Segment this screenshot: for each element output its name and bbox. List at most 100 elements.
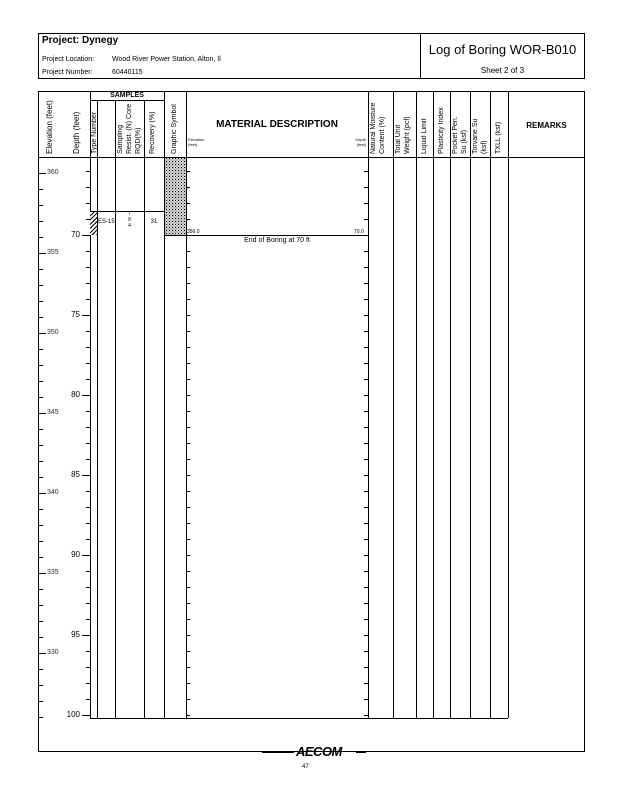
plasticity-index-header: Plasticity Index bbox=[438, 107, 445, 154]
material-tick bbox=[186, 315, 190, 316]
page-number: 47 bbox=[302, 764, 309, 770]
layer-boundary bbox=[164, 235, 368, 236]
elevation-tick bbox=[38, 477, 43, 478]
material-tick bbox=[186, 491, 190, 492]
elevation-tick bbox=[38, 445, 43, 446]
elevation-tick bbox=[38, 253, 46, 254]
log-title: Log of Boring WOR-B010 bbox=[428, 42, 577, 57]
material-tick bbox=[186, 571, 190, 572]
material-tick bbox=[364, 347, 368, 348]
material-tick bbox=[186, 251, 190, 252]
depth-tick bbox=[86, 619, 90, 620]
elevation-tick bbox=[38, 461, 43, 462]
elevation-label: 350 bbox=[47, 329, 59, 336]
samples-header: SAMPLES bbox=[110, 92, 144, 99]
elevation-tick bbox=[38, 589, 43, 590]
depth-tick bbox=[82, 635, 90, 636]
depth-tick bbox=[86, 523, 90, 524]
elevation-tick bbox=[38, 493, 46, 494]
elevation-label: 330 bbox=[47, 649, 59, 656]
material-tick bbox=[186, 667, 190, 668]
depth-tick bbox=[82, 555, 90, 556]
material-tick bbox=[364, 619, 368, 620]
depth-tick bbox=[86, 683, 90, 684]
project-name: Project: Dynegy bbox=[42, 35, 119, 46]
material-tick bbox=[186, 187, 190, 188]
elevation-tick bbox=[38, 397, 43, 398]
elevation-tick bbox=[38, 413, 46, 414]
moisture-header: Natural Moisture Content (%) bbox=[370, 102, 386, 154]
material-tick bbox=[364, 699, 368, 700]
material-tick bbox=[186, 283, 190, 284]
layer-elevation: 356.0 bbox=[187, 229, 200, 235]
layer-depth: 70.0 bbox=[354, 229, 364, 235]
blows-header: Sampling Resist. (N) Core RQD(%) bbox=[117, 103, 142, 154]
material-tick bbox=[186, 683, 190, 684]
location-label: Project Location: bbox=[42, 56, 95, 63]
sheet-number: Sheet 2 of 3 bbox=[480, 66, 525, 75]
material-tick bbox=[364, 331, 368, 332]
material-tick bbox=[186, 587, 190, 588]
depth-tick bbox=[86, 347, 90, 348]
material-tick bbox=[364, 475, 368, 476]
depth-tick bbox=[86, 443, 90, 444]
log-table bbox=[38, 91, 585, 752]
material-depth-label: Depth (feet) bbox=[355, 137, 366, 147]
elevation-tick bbox=[38, 333, 46, 334]
depth-label: 95 bbox=[71, 630, 80, 639]
elevation-tick bbox=[38, 669, 43, 670]
sample-number: ES-15 bbox=[98, 219, 115, 225]
location-value: Wood River Power Station, Alton, Il bbox=[112, 56, 221, 63]
material-tick bbox=[364, 171, 368, 172]
depth-tick bbox=[86, 219, 90, 220]
material-tick bbox=[364, 251, 368, 252]
elevation-tick bbox=[38, 525, 43, 526]
graphic-symbol-fill bbox=[165, 157, 186, 235]
elevation-tick bbox=[38, 349, 43, 350]
material-tick bbox=[186, 635, 190, 636]
material-tick bbox=[364, 587, 368, 588]
depth-label: 75 bbox=[71, 310, 80, 319]
material-tick bbox=[364, 651, 368, 652]
elevation-header: Elevation (feet) bbox=[45, 100, 54, 154]
material-tick bbox=[186, 539, 190, 540]
elevation-tick bbox=[38, 605, 43, 606]
depth-tick bbox=[86, 363, 90, 364]
depth-tick bbox=[86, 267, 90, 268]
material-tick bbox=[186, 555, 190, 556]
depth-tick bbox=[82, 395, 90, 396]
elevation-tick bbox=[38, 173, 46, 174]
depth-tick bbox=[86, 651, 90, 652]
elevation-label: 360 bbox=[47, 169, 59, 176]
material-tick bbox=[364, 203, 368, 204]
elevation-tick bbox=[38, 237, 43, 238]
material-tick bbox=[186, 507, 190, 508]
material-tick bbox=[186, 475, 190, 476]
elevation-tick bbox=[38, 189, 43, 190]
material-tick bbox=[186, 427, 190, 428]
material-tick bbox=[364, 603, 368, 604]
depth-tick bbox=[86, 603, 90, 604]
material-tick bbox=[364, 507, 368, 508]
material-tick bbox=[364, 571, 368, 572]
material-tick bbox=[186, 603, 190, 604]
sample-recovery: 31 bbox=[150, 219, 158, 225]
elevation-label: 335 bbox=[47, 569, 59, 576]
unit-weight-header: Total Unit Weight (pcf) bbox=[395, 116, 411, 154]
material-tick bbox=[364, 267, 368, 268]
elevation-tick bbox=[38, 269, 43, 270]
number-value: 60440115 bbox=[112, 69, 143, 76]
elevation-tick bbox=[38, 285, 43, 286]
material-tick bbox=[186, 715, 190, 716]
material-tick bbox=[186, 363, 190, 364]
material-tick bbox=[364, 411, 368, 412]
material-tick bbox=[364, 395, 368, 396]
depth-tick bbox=[86, 507, 90, 508]
elevation-tick bbox=[38, 509, 43, 510]
depth-tick bbox=[82, 235, 90, 236]
material-tick bbox=[186, 523, 190, 524]
material-tick bbox=[364, 363, 368, 364]
elevation-tick bbox=[38, 653, 46, 654]
elevation-tick bbox=[38, 429, 43, 430]
